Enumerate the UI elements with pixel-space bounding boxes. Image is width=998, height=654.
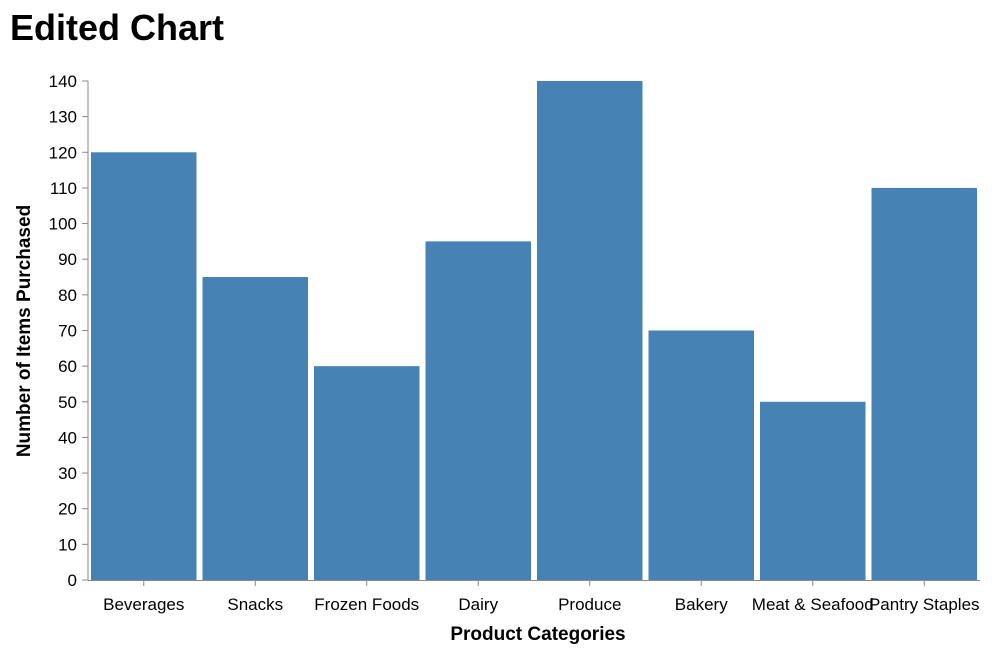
y-tick-label: 30: [58, 464, 77, 483]
y-tick-label: 90: [58, 250, 77, 269]
y-tick-label: 100: [49, 215, 77, 234]
x-tick-label: Frozen Foods: [314, 595, 419, 614]
x-tick-label: Dairy: [458, 595, 498, 614]
x-tick-label: Meat & Seafood: [752, 595, 874, 614]
y-axis: 0 10 20 30 40 50 60 70 80 90 100 110 120 130 140: [49, 72, 89, 590]
bar-dairy: [425, 241, 531, 580]
bar-beverages: [91, 152, 197, 581]
x-axis: Beverages Snacks Frozen Foods Dairy Produce B…: [88, 580, 980, 614]
y-tick-label: 10: [58, 535, 77, 554]
x-tick-label: Produce: [558, 595, 621, 614]
y-tick-label: 120: [49, 143, 77, 162]
chart-title: Edited Chart: [10, 7, 225, 48]
y-tick-label: 130: [49, 108, 77, 127]
bar-snacks: [202, 277, 308, 580]
y-tick-label: 140: [49, 72, 77, 91]
x-tick-label: Bakery: [675, 595, 728, 614]
y-axis-title: Number of Items Purchased: [14, 205, 35, 457]
bars-group: [91, 81, 977, 581]
bar-produce: [537, 81, 643, 580]
x-tick-label: Snacks: [227, 595, 283, 614]
y-tick-label: 70: [58, 322, 77, 341]
y-tick-label: 60: [58, 357, 77, 376]
y-tick-label: 40: [58, 428, 77, 447]
y-tick-label: 80: [58, 286, 77, 305]
y-tick-label: 50: [58, 393, 77, 412]
x-tick-label: Pantry Staples: [869, 595, 980, 614]
bar-meat-seafood: [760, 401, 866, 580]
bar-pantry-staples: [871, 187, 977, 580]
x-tick-label: Beverages: [103, 595, 184, 614]
bar-bakery: [648, 330, 754, 580]
y-tick-label: 110: [50, 179, 77, 198]
y-tick-label: 20: [58, 500, 77, 519]
x-axis-title: Product Categories: [450, 624, 625, 645]
y-tick-label: 0: [68, 571, 77, 590]
bar-frozen-foods: [314, 366, 420, 580]
